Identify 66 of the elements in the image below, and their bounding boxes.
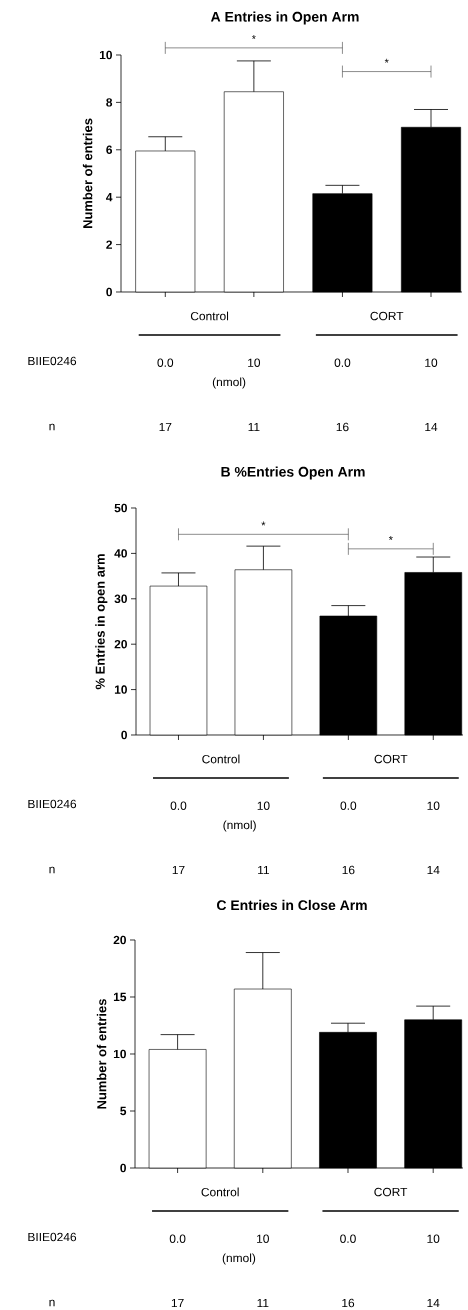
y-tick-label: 50	[114, 503, 127, 513]
x-tick-label: 10	[257, 1234, 269, 1243]
y-tick-label: 10	[99, 50, 112, 60]
text: Control	[201, 1187, 239, 1197]
y-tick-label: 10	[113, 1049, 126, 1059]
x-tick-label: 10	[425, 358, 438, 367]
x-tick-label: 0.0	[340, 1234, 356, 1243]
text: CORT	[370, 311, 404, 321]
chart-title: C Entries in Close Arm	[217, 899, 367, 911]
y-tick-label: 0	[120, 1163, 126, 1173]
y-tick-label: 5	[120, 1106, 127, 1116]
text: (nmol)	[223, 820, 256, 832]
y-tick-label: 0	[121, 730, 127, 740]
text: *	[251, 35, 256, 39]
text: CORT	[374, 1187, 408, 1197]
text: BIIE0246	[28, 799, 77, 809]
y-tick-label: 0	[106, 287, 112, 297]
y-tick-label: 30	[114, 594, 127, 604]
chart-title: B %Entries Open Arm	[221, 466, 365, 480]
text: n	[49, 1299, 55, 1307]
text: 17	[159, 422, 172, 432]
text: (nmol)	[222, 1253, 256, 1265]
text: (nmol)	[212, 377, 246, 389]
y-axis-title: % Entries in open arm	[95, 554, 108, 690]
text: 11	[258, 865, 270, 875]
y-tick-label: 6	[106, 145, 113, 155]
annotation: *	[261, 521, 266, 526]
x-tick-label: 0.0	[169, 1234, 186, 1243]
text: CORT	[374, 754, 408, 764]
text: 16	[342, 1298, 355, 1308]
y-tick-label: 20	[113, 935, 126, 945]
y-tick-label: 4	[106, 193, 113, 202]
text: 11	[257, 1298, 269, 1308]
text: 11	[248, 422, 260, 432]
text: 17	[171, 1298, 184, 1308]
text: BIIE0246	[28, 356, 77, 366]
y-tick-label: 15	[113, 992, 127, 1002]
text: n	[49, 866, 55, 874]
text: 14	[425, 422, 438, 432]
y-tick-label: 20	[114, 639, 127, 649]
y-tick-label: 8	[106, 98, 113, 107]
x-tick-label: 0.0	[340, 801, 357, 810]
y-axis-title: Number of entries	[82, 118, 93, 229]
text: Control	[202, 754, 240, 764]
text: 16	[336, 422, 349, 432]
x-tick-label: 0.0	[170, 801, 187, 810]
text: 17	[172, 865, 185, 875]
x-tick-label: 10	[427, 1234, 440, 1243]
text: n	[49, 423, 55, 431]
text: 14	[427, 1298, 440, 1308]
x-tick-label: 10	[427, 801, 440, 810]
text: BIIE0246	[28, 1232, 77, 1242]
annotation: *	[384, 58, 389, 63]
y-tick-label: 2	[106, 240, 112, 249]
y-tick-label: 10	[114, 685, 127, 694]
x-tick-label: 10	[248, 358, 261, 367]
chart-title: A Entries in Open Arm	[210, 11, 359, 25]
text: Control	[190, 311, 229, 321]
text: 16	[342, 865, 355, 875]
y-axis-title: Number of entries	[96, 999, 107, 1109]
y-tick-label: 40	[114, 549, 127, 558]
x-tick-label: 0.0	[157, 358, 174, 367]
x-tick-label: 0.0	[334, 358, 351, 367]
text: 14	[427, 865, 440, 875]
annotation: *	[388, 536, 393, 540]
x-tick-label: 10	[257, 801, 270, 810]
